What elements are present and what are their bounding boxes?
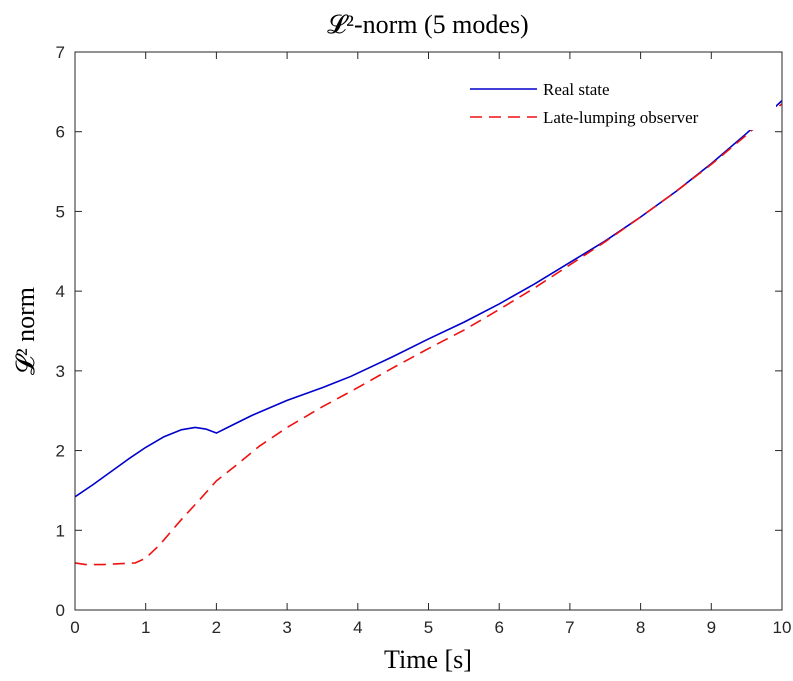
- y-axis-label: 𝓛² norm: [11, 287, 40, 375]
- legend-label-real-state: Real state: [543, 80, 610, 99]
- plot-frame: [74, 51, 783, 611]
- x-axis-label: Time [s]: [384, 645, 472, 674]
- x-tick-label: 10: [773, 618, 792, 637]
- legend: Real state Late-lumping observer: [462, 70, 776, 130]
- y-tick-label: 7: [56, 43, 65, 62]
- series-line-real-state: [74, 100, 783, 498]
- x-tick-label: 0: [70, 618, 79, 637]
- y-tick-label: 0: [56, 601, 65, 620]
- series-layer: [74, 100, 783, 566]
- y-tick-label: 4: [56, 282, 65, 301]
- x-tick-label: 9: [707, 618, 716, 637]
- x-tick-label: 2: [212, 618, 221, 637]
- legend-label-late-lumping-observer: Late-lumping observer: [543, 108, 699, 127]
- y-tick-label: 3: [56, 362, 65, 381]
- chart-title: 𝓛²-norm (5 modes): [327, 10, 528, 39]
- x-tick-label: 1: [141, 618, 150, 637]
- ticks-layer: 0 1 2 3 4 5 6 7 8 9 10 0 1 2 3 4 5 6 7: [56, 43, 792, 637]
- x-tick-label: 8: [636, 618, 645, 637]
- x-tick-label: 6: [494, 618, 503, 637]
- x-tick-label: 4: [353, 618, 362, 637]
- y-tick-label: 1: [56, 521, 65, 540]
- y-tick-label: 2: [56, 442, 65, 461]
- legend-box: [462, 70, 776, 130]
- y-tick-label: 5: [56, 202, 65, 221]
- plot-area: [75, 52, 782, 610]
- x-tick-label: 7: [565, 618, 574, 637]
- series-line-late-lumping-observer: [74, 103, 783, 566]
- x-tick-label: 3: [282, 618, 291, 637]
- x-tick-label: 5: [424, 618, 433, 637]
- y-tick-label: 6: [56, 123, 65, 142]
